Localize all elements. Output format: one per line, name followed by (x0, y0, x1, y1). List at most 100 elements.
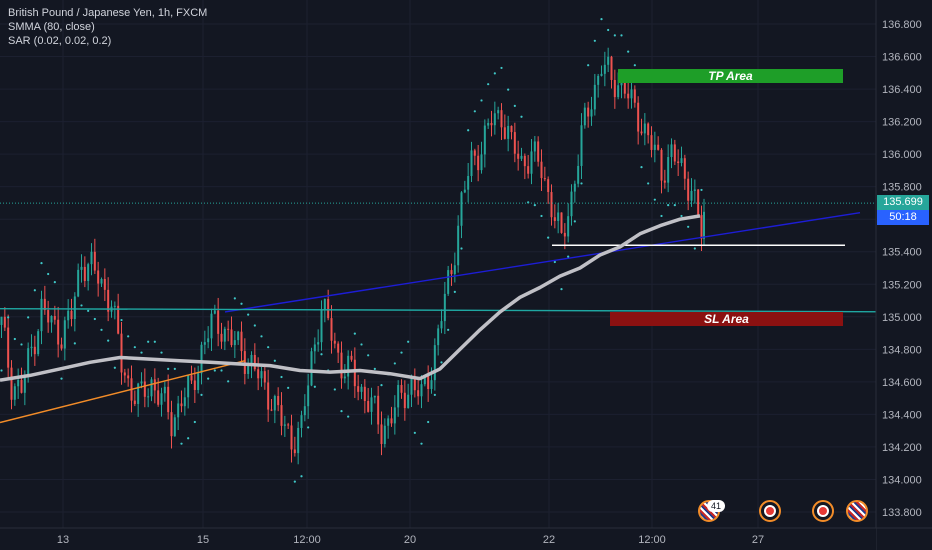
candle-body (537, 141, 540, 162)
orange-trend-line (0, 360, 246, 424)
tp-area-zone[interactable]: TP Area (618, 69, 843, 83)
candle-body (490, 122, 493, 126)
time-axis-bg (0, 528, 876, 550)
sar-dot (513, 104, 516, 107)
candle-body (320, 310, 323, 343)
candle-body (317, 342, 320, 345)
candle-body (277, 396, 280, 406)
time-axis[interactable]: 13 15 12:00 20 22 12:00 27 (0, 527, 932, 550)
candle-body (207, 338, 210, 343)
japan-flag-icon[interactable] (759, 500, 781, 522)
candle-body (423, 375, 426, 385)
sar-dot (307, 426, 310, 429)
sar-dot (293, 480, 296, 483)
candle-body (437, 328, 440, 346)
sar-dot (213, 369, 216, 372)
sar-dot (480, 99, 483, 102)
candle-body (590, 109, 593, 117)
sl-area-zone[interactable]: SL Area (610, 312, 843, 326)
sar-dot (13, 337, 16, 341)
sar-dot (547, 236, 550, 239)
sar-dot (133, 346, 136, 349)
candle-body (220, 333, 223, 342)
candle-body (343, 376, 346, 379)
candle-body (670, 144, 673, 158)
candle-body (257, 369, 260, 379)
candle-body (543, 178, 546, 180)
sar-dot (180, 442, 183, 445)
candle-body (473, 150, 476, 156)
candle-body (83, 266, 86, 282)
candle-body (7, 327, 10, 368)
candle-body (517, 153, 520, 159)
indicator-lines (0, 202, 932, 424)
sar-dot (160, 351, 163, 354)
uk-flag-icon[interactable] (846, 500, 868, 522)
candle-body (593, 84, 596, 110)
sar-dot (660, 214, 663, 218)
y-tick-label: 136.000 (882, 149, 922, 161)
candle-body (37, 331, 40, 355)
countdown-tag: 50:18 (877, 210, 929, 225)
sar-dot (380, 384, 383, 387)
candle-body (87, 264, 90, 282)
candle-body (507, 125, 510, 139)
candle-body (690, 190, 693, 201)
candle-body (410, 376, 413, 395)
candle-body (597, 75, 600, 85)
sar-dot (120, 318, 123, 322)
candle-body (467, 175, 470, 190)
candle-body (557, 212, 560, 221)
sar-dot (113, 366, 116, 369)
candle-body (380, 424, 383, 445)
parabolic-sar-dots (0, 18, 703, 483)
chart-grid (0, 0, 876, 528)
candle-body (577, 165, 580, 184)
candle-body (20, 379, 23, 393)
candle-body (330, 318, 333, 341)
candle-body (70, 310, 73, 320)
candle-body (237, 331, 240, 341)
sar-dot (193, 420, 196, 424)
candle-body (270, 409, 273, 411)
sar-indicator-label[interactable]: SAR (0.02, 0.02, 0.2) (8, 35, 112, 47)
candle-body (630, 89, 633, 99)
sar-dot (247, 313, 250, 316)
sar-dot (393, 362, 396, 365)
sar-dot (187, 437, 190, 440)
smma-indicator-label[interactable]: SMMA (80, close) (8, 21, 95, 33)
candle-body (427, 375, 430, 389)
candle-body (307, 385, 310, 407)
candle-body (300, 415, 303, 428)
candle-body (60, 344, 63, 349)
candle-body (390, 418, 393, 424)
candle-body (80, 266, 83, 270)
sar-dot (500, 66, 503, 70)
sar-dot (200, 393, 203, 396)
candle-body (283, 424, 286, 426)
candle-body (213, 310, 216, 314)
sar-dot (680, 214, 683, 218)
candle-body (287, 424, 290, 426)
sar-dot (653, 198, 656, 201)
candle-body (610, 56, 613, 80)
candle-body (27, 348, 30, 376)
candle-body (480, 154, 483, 171)
candle-body (417, 390, 420, 397)
sar-dot (600, 18, 603, 21)
x-tick-label: 12:00 (638, 534, 666, 546)
japan-flag-icon[interactable] (812, 500, 834, 522)
candle-body (253, 354, 256, 370)
candle-body (513, 132, 516, 154)
symbol-title[interactable]: British Pound / Japanese Yen, 1h, FXCM (8, 7, 208, 19)
sar-dot (147, 340, 150, 343)
candle-body (663, 180, 666, 183)
sar-dot (287, 386, 290, 389)
candle-body (527, 166, 530, 174)
sar-dot (687, 225, 690, 228)
price-axis[interactable]: 136.800 136.600 136.400 136.200 136.000 135.8… (875, 0, 932, 550)
candle-body (667, 157, 670, 183)
candle-body (600, 73, 603, 76)
candle-body (493, 113, 496, 126)
